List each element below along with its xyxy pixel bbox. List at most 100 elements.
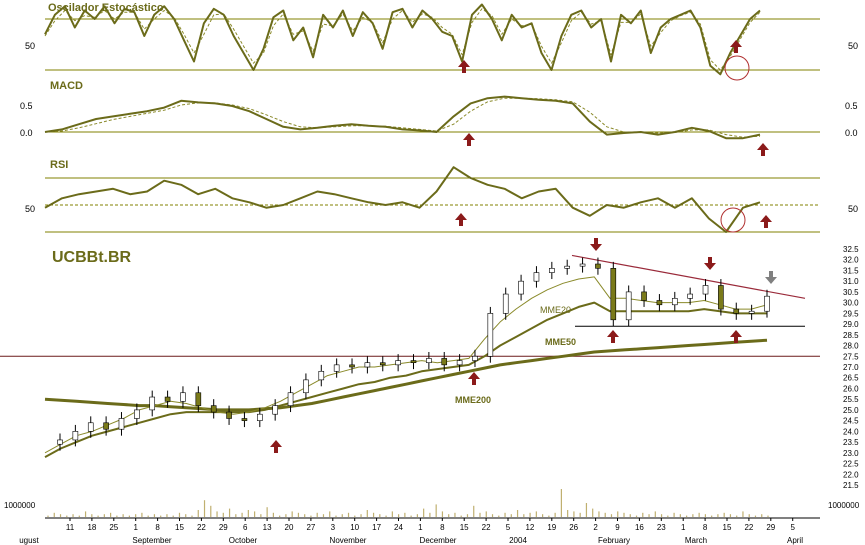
x-day-label: 22 xyxy=(482,523,491,532)
volume-bar xyxy=(579,512,581,517)
candle-body xyxy=(272,405,278,415)
candle-body xyxy=(456,360,463,366)
price-arrow-6 xyxy=(730,330,742,343)
volume-bar xyxy=(704,514,706,517)
volume-bar xyxy=(654,511,656,517)
x-day-label: 23 xyxy=(657,523,666,532)
price-tick-15: 25.0 xyxy=(843,406,859,415)
volume-bar xyxy=(742,511,744,517)
x-day-label: 2 xyxy=(593,523,598,532)
x-day-label: 10 xyxy=(350,523,359,532)
ma200-line xyxy=(44,338,768,412)
volume-bar xyxy=(203,500,206,517)
volume-bar xyxy=(535,511,537,517)
price-arrow-4 xyxy=(607,330,619,343)
x-month-label: ugust xyxy=(19,536,39,545)
x-day-label: 13 xyxy=(263,523,272,532)
x-day-label: 24 xyxy=(394,523,403,532)
x-day-label: 22 xyxy=(197,523,206,532)
price-tick-6: 29.5 xyxy=(843,309,859,318)
volume-bar xyxy=(429,512,431,517)
stochastic-tick-right: 50 xyxy=(848,41,858,51)
x-month-label: September xyxy=(132,536,171,545)
x-month-label: December xyxy=(420,536,457,545)
volume-bar xyxy=(498,515,500,517)
volume-bar xyxy=(510,514,512,517)
price-tick-4: 30.5 xyxy=(843,288,859,297)
volume-bar xyxy=(523,514,525,517)
candle-body xyxy=(149,396,156,411)
volume-bar xyxy=(153,514,156,517)
macd-tick-left-0: 0.5 xyxy=(20,101,33,111)
x-day-label: 27 xyxy=(306,523,315,532)
price-tick-20: 22.5 xyxy=(843,460,859,469)
stochastic-arrow-1 xyxy=(458,60,470,73)
x-day-label: 1 xyxy=(418,523,423,532)
volume-bar xyxy=(360,514,362,517)
volume-bar xyxy=(228,508,231,517)
volume-bar xyxy=(354,515,356,517)
x-day-label: 1 xyxy=(133,523,138,532)
rsi-tick-left: 50 xyxy=(25,204,35,214)
volume-bar xyxy=(592,508,594,517)
volume-bar xyxy=(272,512,274,517)
macd-main-line xyxy=(44,95,761,140)
candle-body xyxy=(502,293,509,314)
candle-body xyxy=(764,295,770,312)
candle-body xyxy=(318,370,325,381)
volume-bar xyxy=(748,514,750,517)
price-tick-22: 21.5 xyxy=(843,481,859,490)
volume-bar xyxy=(84,511,87,517)
volume-bar xyxy=(423,508,425,517)
price-arrow-1 xyxy=(270,440,282,453)
price-tick-1: 32.0 xyxy=(843,256,859,265)
volume-bar xyxy=(686,515,688,517)
x-day-label: 8 xyxy=(703,523,708,532)
volume-bar xyxy=(754,515,757,517)
price-tick-7: 29.0 xyxy=(843,320,859,329)
volume-bar xyxy=(347,512,350,517)
x-day-label: 5 xyxy=(790,523,795,532)
macd-arrow-1 xyxy=(463,133,475,146)
volume-bar xyxy=(210,505,212,517)
x-day-label: 1 xyxy=(681,523,686,532)
volume-bar xyxy=(335,515,337,517)
volume-bar xyxy=(454,512,456,517)
volume-bar xyxy=(116,515,118,517)
volume-bar xyxy=(711,515,713,517)
volume-bar xyxy=(222,512,224,517)
candle-body xyxy=(410,360,417,364)
volume-bar xyxy=(341,514,343,517)
x-day-label: 29 xyxy=(219,523,228,532)
rsi-title: RSI xyxy=(50,159,68,171)
x-month-label: October xyxy=(229,536,258,545)
candle-body xyxy=(303,379,309,394)
volume-bar xyxy=(366,510,368,517)
volume-bar xyxy=(135,514,137,517)
volume-bar xyxy=(698,512,700,517)
x-day-label: 29 xyxy=(766,523,775,532)
price-tick-16: 24.5 xyxy=(843,417,859,426)
volume-bar xyxy=(642,512,644,517)
volume-bar xyxy=(103,514,105,517)
volume-bar xyxy=(554,512,556,517)
price-trend-line xyxy=(571,254,806,299)
price-tick-17: 24.0 xyxy=(843,427,859,436)
volume-bar xyxy=(585,503,588,517)
x-day-label: 8 xyxy=(440,523,445,532)
x-day-label: 25 xyxy=(109,523,118,532)
volume-bar xyxy=(485,511,487,517)
candle-body xyxy=(364,362,371,368)
candle-body xyxy=(180,392,186,402)
stochastic-tick-left: 50 xyxy=(25,41,35,51)
volume-bar xyxy=(254,511,256,517)
volume-bar xyxy=(316,512,318,517)
volume-bar xyxy=(548,515,550,517)
volume-bar xyxy=(279,515,281,517)
candle-body xyxy=(57,439,63,445)
volume-bar xyxy=(761,514,763,517)
x-day-label: 15 xyxy=(723,523,732,532)
volume-bar xyxy=(247,510,249,517)
price-title: UCBBt.BR xyxy=(52,249,132,266)
volume-bar xyxy=(329,511,331,517)
